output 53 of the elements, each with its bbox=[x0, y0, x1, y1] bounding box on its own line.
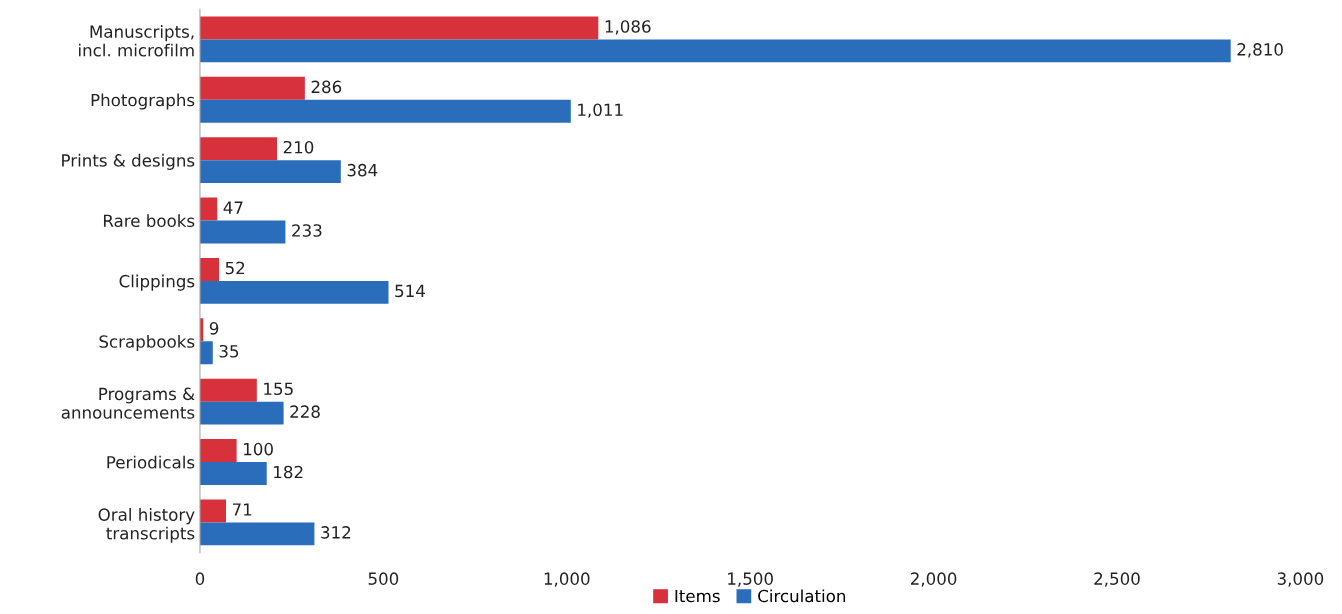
x-tick-label: 2,500 bbox=[1094, 572, 1140, 587]
bar bbox=[199, 137, 277, 161]
data-label: 514 bbox=[395, 284, 425, 298]
data-label: 1,086 bbox=[605, 20, 651, 35]
bar bbox=[199, 439, 237, 463]
y-tick-label: Rare books bbox=[103, 214, 195, 228]
bar bbox=[199, 99, 571, 123]
bar bbox=[199, 341, 213, 365]
bar bbox=[199, 522, 315, 546]
bar bbox=[199, 257, 220, 281]
bar bbox=[199, 197, 218, 221]
bar bbox=[199, 220, 286, 244]
legend-label: Items bbox=[675, 589, 720, 603]
data-label: 182 bbox=[274, 465, 303, 479]
y-tick-label: Scrapbooks bbox=[99, 334, 195, 352]
data-label: 228 bbox=[290, 405, 320, 418]
y-tick-label: Clippings bbox=[119, 274, 195, 291]
data-label: 71 bbox=[232, 503, 252, 516]
bar bbox=[199, 280, 389, 304]
bar bbox=[199, 16, 599, 40]
data-label: 312 bbox=[321, 526, 351, 539]
data-label: 384 bbox=[347, 163, 378, 177]
data-label: 210 bbox=[283, 140, 314, 154]
x-tick-label: 1,500 bbox=[728, 572, 773, 587]
x-tick-label: 3,000 bbox=[1277, 572, 1324, 587]
y-tick-label: Prints & designs bbox=[62, 153, 195, 170]
bar bbox=[199, 462, 267, 485]
data-label: 35 bbox=[219, 344, 239, 358]
data-label: 9 bbox=[209, 322, 219, 335]
data-label: 155 bbox=[264, 382, 293, 396]
data-label: 286 bbox=[311, 80, 342, 94]
x-tick-label: 1,000 bbox=[544, 572, 590, 587]
x-tick-label: 0 bbox=[195, 572, 205, 585]
bar bbox=[199, 160, 341, 184]
y-tick-label: Oral history transcripts bbox=[98, 508, 195, 543]
bar bbox=[199, 39, 1231, 63]
bar bbox=[199, 76, 305, 100]
x-tick-label: 2,000 bbox=[910, 572, 957, 587]
legend-label: Circulation bbox=[758, 589, 846, 603]
x-tick-label: 500 bbox=[368, 572, 399, 585]
data-label: 100 bbox=[244, 442, 273, 456]
data-label: 233 bbox=[292, 224, 322, 237]
y-tick-label: Manuscripts, incl. microfilm bbox=[79, 25, 194, 57]
y-tick-label: Photographs bbox=[91, 93, 195, 110]
bar bbox=[199, 401, 284, 425]
data-label: 2,810 bbox=[1237, 43, 1283, 58]
bar bbox=[199, 499, 226, 523]
y-tick-label: Programs & announcements bbox=[61, 387, 195, 419]
data-label: 47 bbox=[223, 201, 243, 214]
y-tick-label: Periodicals bbox=[107, 455, 195, 469]
data-label: 52 bbox=[225, 261, 245, 275]
data-label: 1,011 bbox=[578, 103, 623, 118]
bar bbox=[199, 378, 257, 402]
